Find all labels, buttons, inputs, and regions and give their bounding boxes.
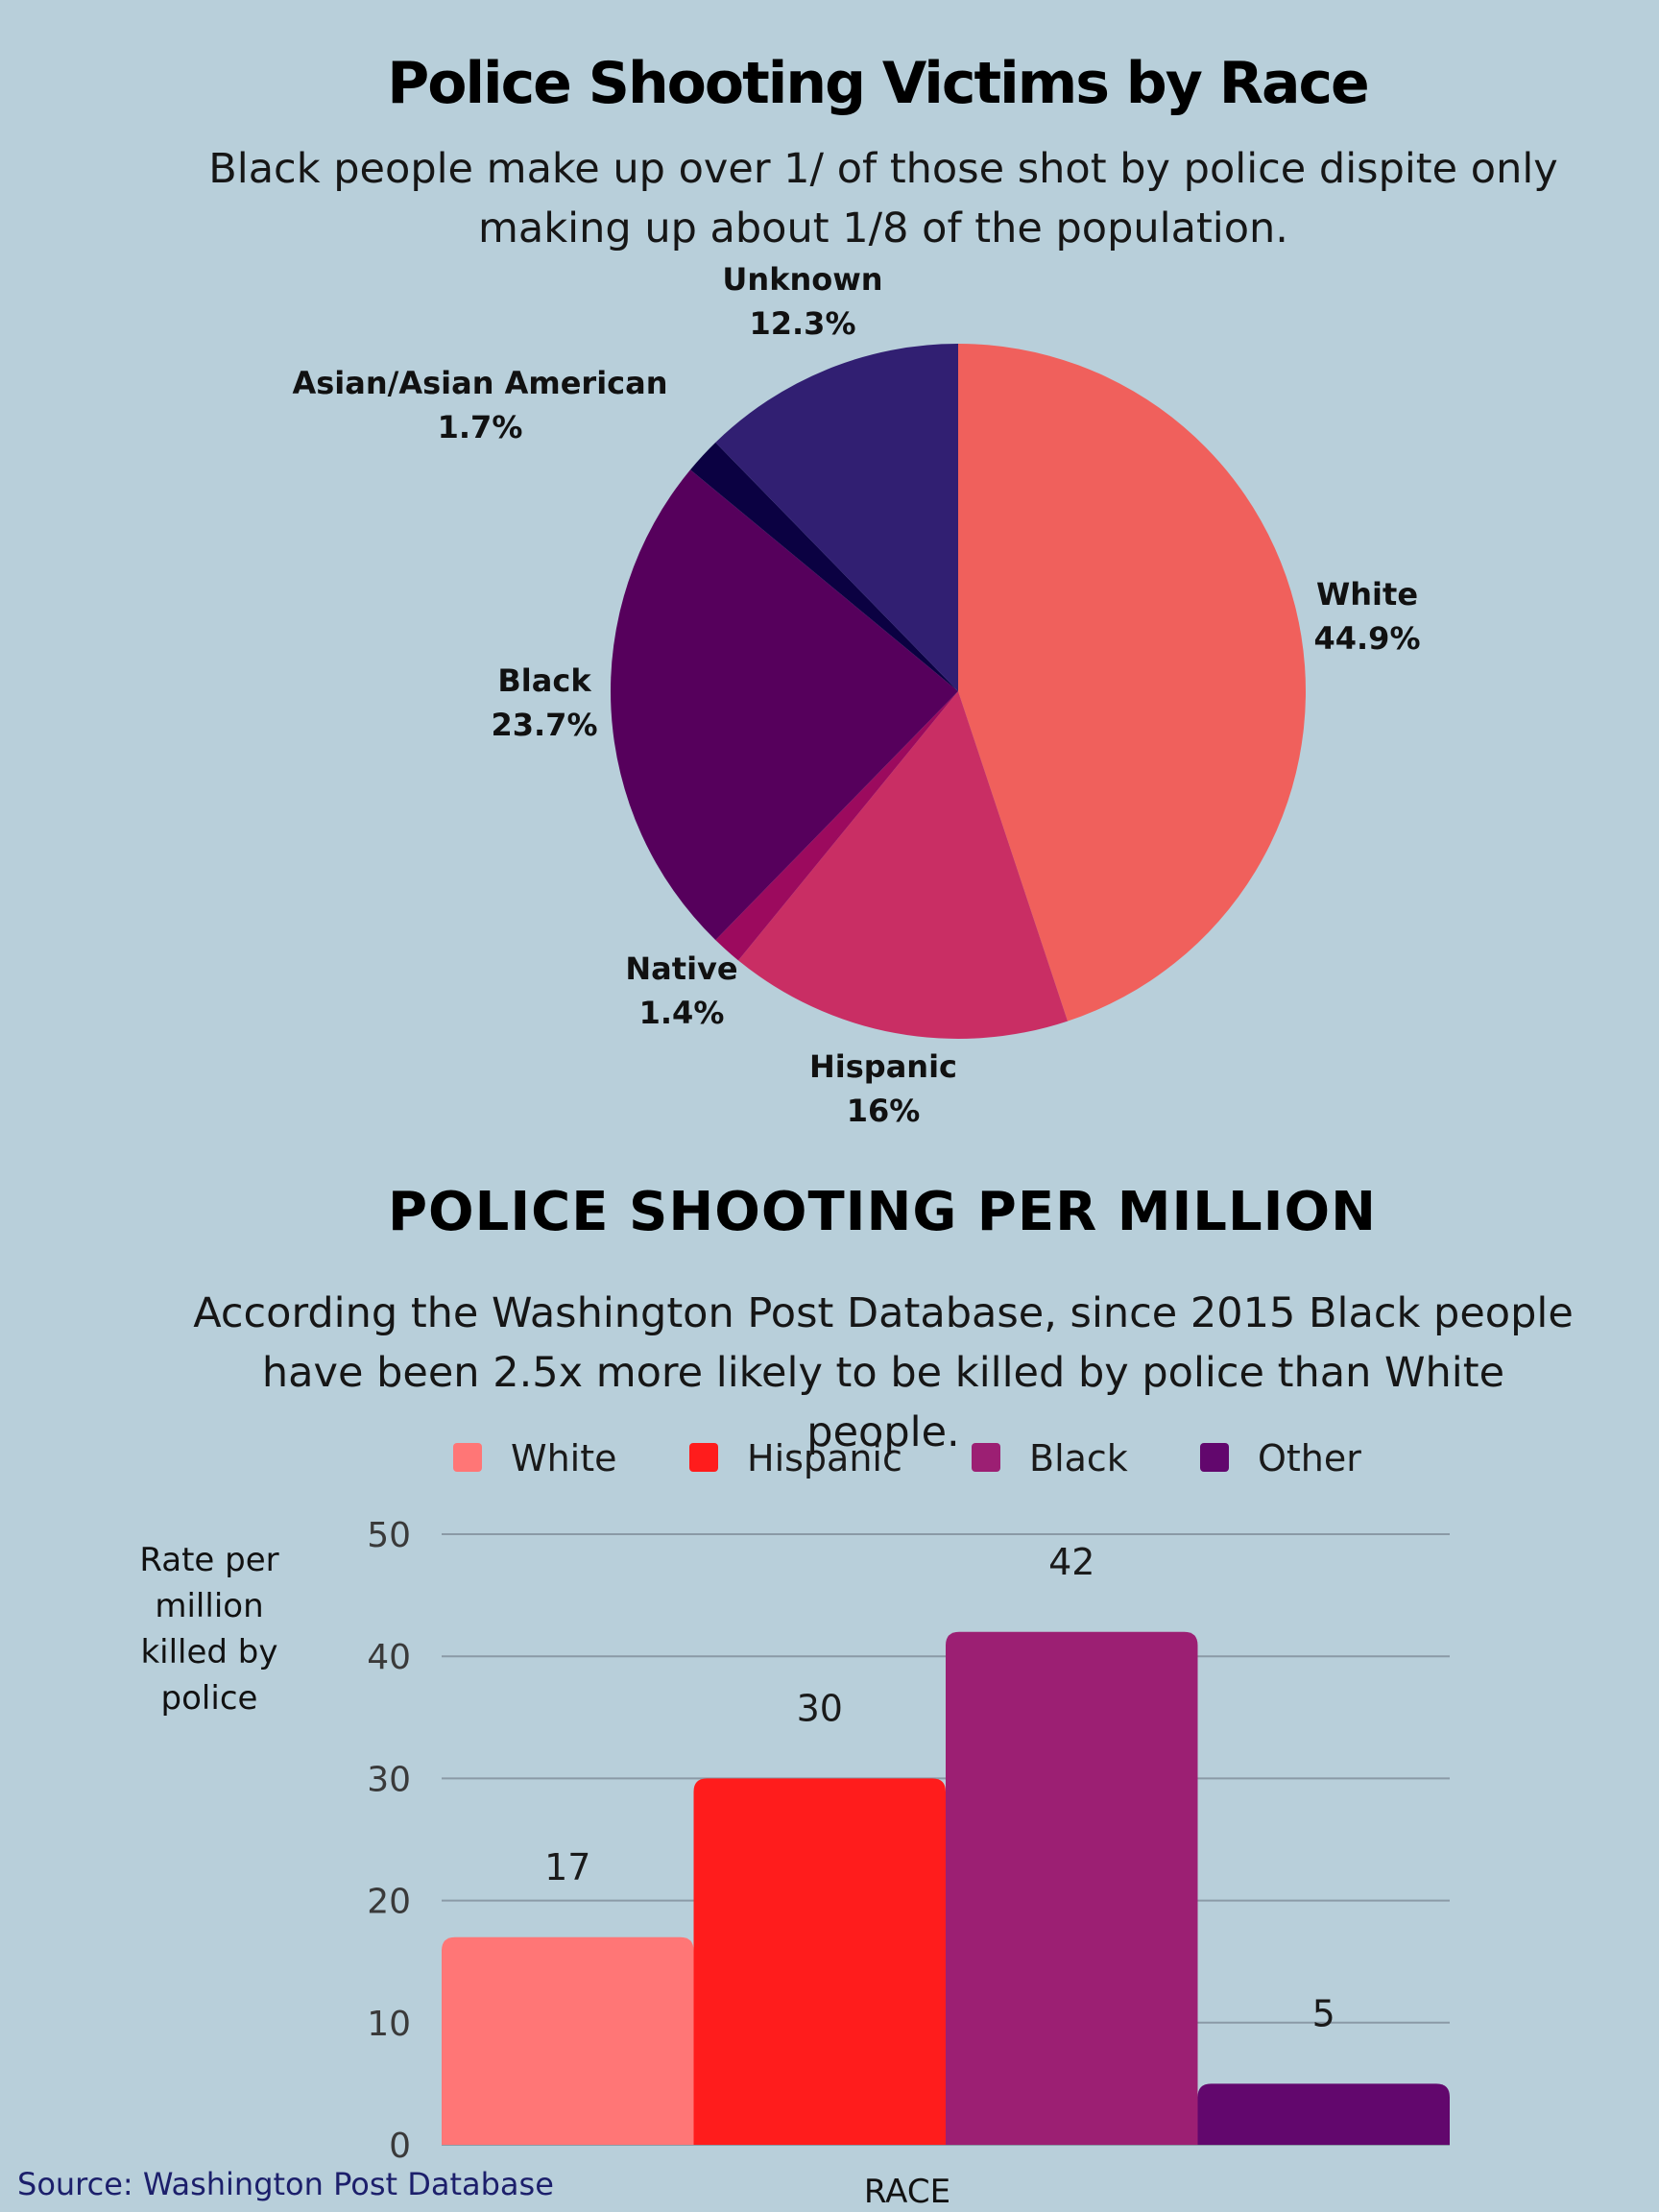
pie-label-value: 23.7%: [491, 707, 597, 743]
pie-label-name: Asian/Asian American: [292, 365, 667, 401]
bar-black: [946, 1631, 1198, 2145]
bar-chart: White Hispanic Black Other 0 10 20 30 40 50 17 30 42…: [139, 1437, 1450, 2211]
legend-label: White: [511, 1437, 617, 1479]
bar-value-label: 42: [1048, 1541, 1094, 1583]
y-tick-label: 50: [367, 1516, 411, 1555]
pie-slice-unknown: [715, 344, 958, 691]
legend-swatch: [1200, 1443, 1229, 1472]
legend-label: Hispanic: [747, 1437, 902, 1479]
y-tick-label: 40: [367, 1638, 411, 1677]
x-axis-label: RACE: [864, 2173, 950, 2211]
bar-value-label: 30: [797, 1687, 843, 1729]
pie-slice-hispanic: [738, 691, 1069, 1039]
pie-chart: White 44.9% Hispanic 16% Native 1.4% Black 23.7…: [292, 261, 1420, 1129]
pie-label-value: 12.3%: [749, 305, 855, 342]
pie-label-name: White: [1316, 576, 1418, 613]
bar-other: [1197, 2083, 1450, 2145]
pie-label-name: Native: [625, 950, 737, 987]
pie-label-name: Hispanic: [809, 1048, 957, 1085]
bar-hispanic: [693, 1778, 946, 2145]
y-tick-label: 20: [367, 1883, 411, 1922]
legend-swatch: [689, 1443, 718, 1472]
y-axis-label: million: [155, 1587, 263, 1625]
y-tick-label: 10: [367, 2005, 411, 2044]
legend-swatch: [972, 1443, 1000, 1472]
pie-label-value: 44.9%: [1313, 620, 1420, 657]
y-axis-label: killed by: [140, 1633, 277, 1671]
bar-value-label: 17: [544, 1846, 590, 1888]
y-axis-label: police: [161, 1679, 258, 1718]
bar-chart-title: POLICE SHOOTING PER MILLION: [388, 1181, 1377, 1243]
pie-label-value: 1.7%: [438, 409, 523, 445]
bar-chart-subtitle: According the Washington Post Database, …: [193, 1289, 1574, 1456]
pie-chart-title: Police Shooting Victims by Race: [387, 50, 1369, 117]
legend-swatch: [453, 1443, 482, 1472]
legend-label: Other: [1258, 1437, 1361, 1479]
y-tick-label: 0: [389, 2127, 411, 2166]
bar-white: [442, 1936, 694, 2145]
source-note: Source: Washington Post Database: [17, 2166, 554, 2202]
pie-label-value: 1.4%: [639, 995, 725, 1031]
legend-label: Black: [1029, 1437, 1128, 1479]
pie-slice-white: [958, 344, 1307, 1022]
pie-label-value: 16%: [847, 1093, 921, 1129]
pie-slice-native: [715, 691, 958, 961]
pie-chart-subtitle: Black people make up over 1/ of those sh…: [208, 145, 1558, 252]
y-axis-label: Rate per: [139, 1541, 278, 1579]
pie-label-name: Black: [497, 662, 591, 699]
pie-label-name: Unknown: [722, 261, 882, 298]
bar-value-label: 5: [1312, 1992, 1335, 2034]
y-tick-label: 30: [367, 1760, 411, 1799]
pie-slice-asian-asian-american: [690, 442, 958, 691]
pie-slice-black: [610, 469, 958, 941]
